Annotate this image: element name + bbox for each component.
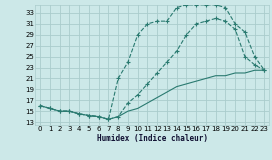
X-axis label: Humidex (Indice chaleur): Humidex (Indice chaleur) [97,134,208,143]
